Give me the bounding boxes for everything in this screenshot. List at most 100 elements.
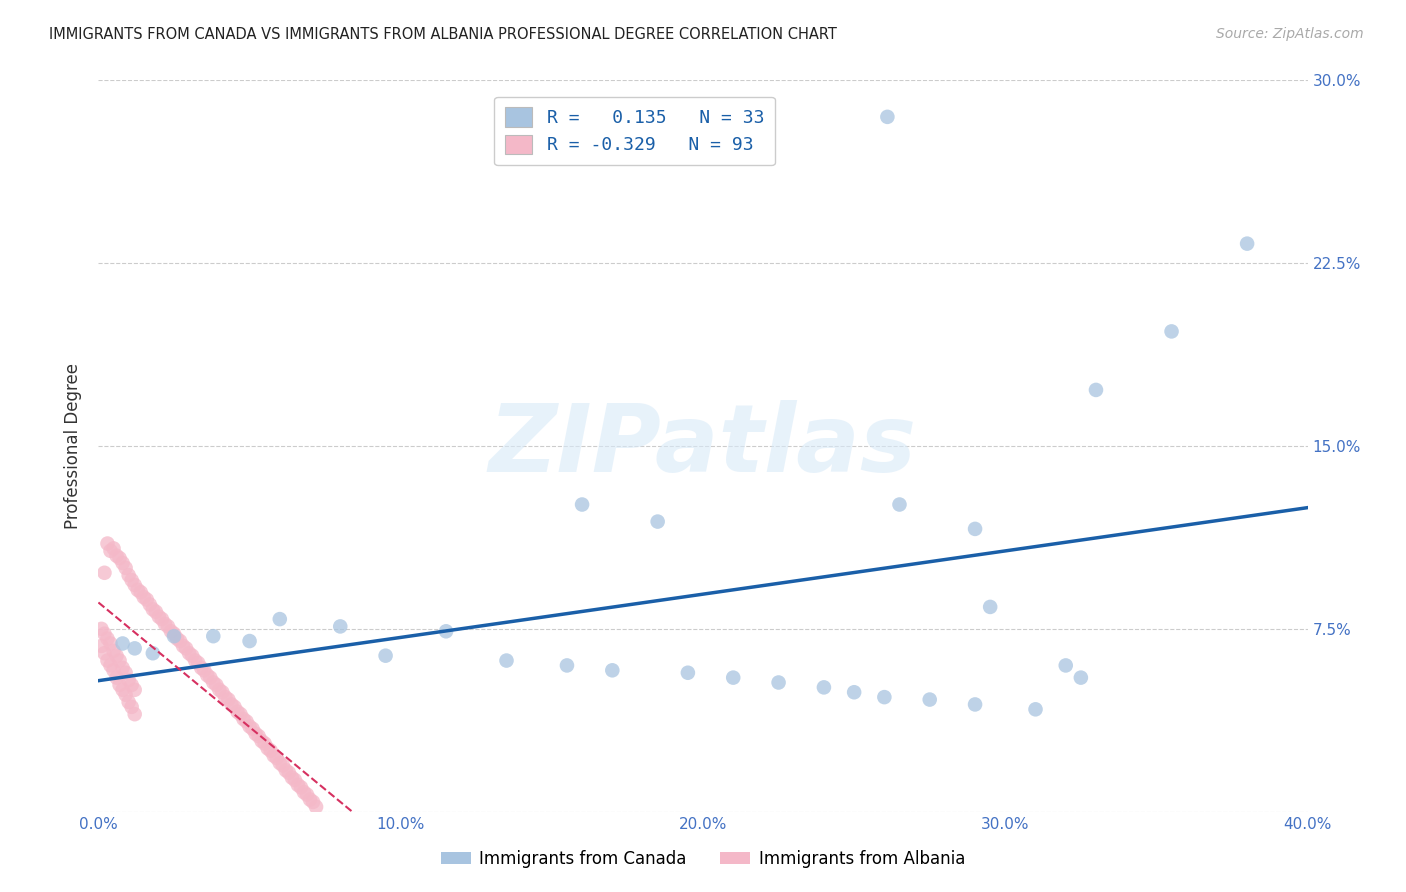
Point <box>172 639 194 653</box>
Y-axis label: Professional Degree: Professional Degree <box>65 363 83 529</box>
Point <box>1024 702 1046 716</box>
Point <box>647 515 669 529</box>
Point <box>121 678 143 692</box>
Point <box>93 626 115 640</box>
Point <box>108 551 131 566</box>
Point <box>142 602 165 616</box>
Point <box>208 682 231 697</box>
Point <box>169 634 191 648</box>
Point <box>121 699 143 714</box>
Point <box>118 673 141 687</box>
Point <box>142 646 165 660</box>
Point <box>226 705 249 719</box>
Point <box>844 685 866 699</box>
Point <box>269 612 291 626</box>
Point <box>1236 236 1258 251</box>
Point <box>179 646 201 660</box>
Point <box>305 800 328 814</box>
Point <box>221 698 243 712</box>
Point <box>145 605 167 619</box>
Point <box>114 665 136 680</box>
Point <box>1085 383 1108 397</box>
Point <box>200 671 222 685</box>
Point <box>100 658 122 673</box>
Point <box>129 585 152 599</box>
Point <box>571 498 593 512</box>
Point <box>290 780 312 795</box>
Point <box>163 629 186 643</box>
Point <box>202 629 225 643</box>
Legend: R =   0.135   N = 33, R = -0.329   N = 93: R = 0.135 N = 33, R = -0.329 N = 93 <box>495 96 775 165</box>
Point <box>150 612 173 626</box>
Point <box>1160 325 1182 339</box>
Point <box>235 714 257 729</box>
Point <box>184 654 207 668</box>
Point <box>284 772 307 787</box>
Point <box>111 636 134 650</box>
Point <box>287 778 309 792</box>
Point <box>242 722 264 736</box>
Point <box>174 641 197 656</box>
Point <box>247 729 270 743</box>
Point <box>124 578 146 592</box>
Point <box>266 751 288 765</box>
Point <box>229 707 252 722</box>
Point <box>124 682 146 697</box>
Point <box>108 678 131 692</box>
Point <box>495 654 517 668</box>
Point <box>979 599 1001 614</box>
Point <box>100 544 122 558</box>
Point <box>148 609 170 624</box>
Point <box>256 741 278 756</box>
Point <box>1054 658 1077 673</box>
Point <box>166 632 188 646</box>
Point <box>108 654 131 668</box>
Point <box>135 592 157 607</box>
Point <box>124 707 146 722</box>
Point <box>124 641 146 656</box>
Point <box>281 771 304 785</box>
Point <box>96 654 118 668</box>
Point <box>299 792 322 806</box>
Point <box>374 648 396 663</box>
Point <box>965 522 987 536</box>
Point <box>602 663 624 677</box>
Point <box>193 663 215 677</box>
Point <box>292 785 315 799</box>
Point <box>329 619 352 633</box>
Point <box>103 541 125 556</box>
Point <box>269 756 291 770</box>
Point <box>245 727 267 741</box>
Point <box>127 582 149 597</box>
Point <box>965 698 987 712</box>
Point <box>90 639 112 653</box>
Point <box>271 758 294 772</box>
Point <box>434 624 457 639</box>
Point <box>239 634 262 648</box>
Point <box>232 712 254 726</box>
Point <box>260 744 283 758</box>
Legend: Immigrants from Canada, Immigrants from Albania: Immigrants from Canada, Immigrants from … <box>434 844 972 875</box>
Point <box>224 699 246 714</box>
Point <box>239 719 262 733</box>
Point <box>93 646 115 660</box>
Point <box>195 668 218 682</box>
Point <box>263 748 285 763</box>
Point <box>250 734 273 748</box>
Point <box>181 648 204 663</box>
Point <box>723 671 745 685</box>
Point <box>1070 671 1092 685</box>
Point <box>918 692 941 706</box>
Point <box>132 590 155 604</box>
Point <box>93 566 115 580</box>
Text: ZIPatlas: ZIPatlas <box>489 400 917 492</box>
Point <box>876 110 898 124</box>
Point <box>163 626 186 640</box>
Point <box>121 573 143 587</box>
Text: IMMIGRANTS FROM CANADA VS IMMIGRANTS FROM ALBANIA PROFESSIONAL DEGREE CORRELATIO: IMMIGRANTS FROM CANADA VS IMMIGRANTS FRO… <box>49 27 837 42</box>
Point <box>302 795 325 809</box>
Point <box>111 661 134 675</box>
Point <box>274 764 297 778</box>
Point <box>217 692 239 706</box>
Point <box>555 658 578 673</box>
